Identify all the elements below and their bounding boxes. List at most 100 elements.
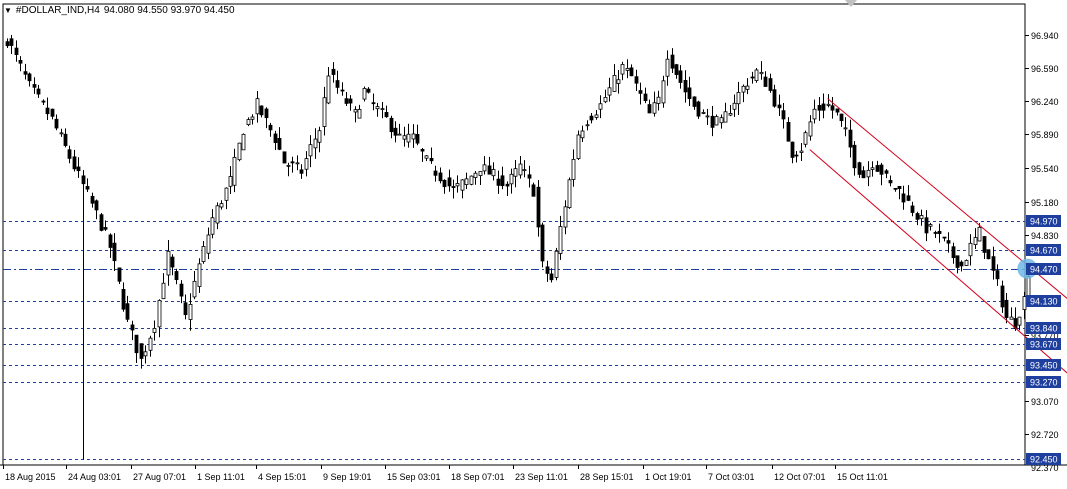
candle-body [513,168,518,177]
level-price-tag[interactable]: 93.840 [1026,322,1061,334]
candle-body [259,105,264,116]
level-tag-background [1026,453,1061,465]
time-tick-label: 4 Sep 15:01 [258,472,307,482]
candle-body [344,98,349,104]
candle-body [906,195,911,201]
candle-body [313,138,318,149]
candle-body [469,175,474,185]
candle-body [946,240,951,244]
candles [5,35,1031,460]
candle-body [866,169,871,178]
candle-body [232,156,237,186]
symbol-label: #DOLLAR_IND,H4 [15,4,100,16]
candle-body [585,124,590,127]
candle-body [1017,316,1022,326]
candle-body [201,246,206,262]
candle-body [536,186,541,228]
level-price-tag[interactable]: 94.130 [1026,295,1061,307]
candle-body [665,58,670,77]
candle-body [50,108,55,117]
candle-body [197,263,202,287]
candle-body [576,134,581,159]
candle-body [215,205,220,224]
level-price-tag[interactable]: 94.470 [1026,263,1061,275]
candle-body [759,71,764,75]
candle-body [348,98,353,104]
candle-body [683,80,688,93]
channel-line-upper[interactable] [827,98,1067,467]
candle-body [924,217,929,234]
candle-body [85,186,90,190]
candle-body [76,166,81,172]
candle-body [166,250,171,276]
level-tag-label: 94.970 [1030,217,1058,227]
candle-body [433,170,438,176]
level-price-tag[interactable]: 93.670 [1026,338,1061,350]
level-price-tag[interactable]: 94.970 [1026,215,1061,227]
level-price-tag[interactable]: 92.450 [1026,453,1061,465]
candle-body [839,113,844,122]
shift-marker-icon[interactable] [845,0,857,8]
candle-body [603,97,608,103]
candle-body [612,74,617,92]
candle-body [705,115,710,118]
candle-body [402,135,407,140]
candle-body [634,76,639,84]
candle-body [522,169,527,172]
level-price-tag[interactable]: 94.670 [1026,244,1061,256]
candle-body [121,288,126,310]
price-scale: 96.940 96.590 96.240 95.890 95.540 95.180 94.8… [1025,31,1059,473]
chart-title-bar: ▼ #DOLLAR_IND,H4 94.080 94.550 93.970 94… [4,3,235,17]
candle-body [188,304,193,320]
candle-body [901,193,906,203]
level-price-tag[interactable]: 93.450 [1026,359,1061,371]
candle-body [1026,276,1031,297]
candle-body [32,84,37,88]
candle-body [273,133,278,144]
candle-body [375,106,380,110]
candle-body [763,76,768,87]
candle-body [219,203,224,208]
candle-body [1022,296,1027,310]
candle-body [179,283,184,297]
candle-body [995,270,1000,280]
candle-body [148,337,153,351]
candle-body [464,178,469,185]
candle-body [326,75,331,104]
candle-body [745,85,750,90]
candle-body [455,183,460,187]
time-tick-label: 12 Oct 07:01 [774,472,826,482]
candle-body [897,185,902,189]
candle-body [241,133,246,151]
candle-body [5,41,10,47]
candle-body [567,179,572,208]
price-tick-label: 96.940 [1031,31,1059,41]
candle-body [335,80,340,88]
candle-body [134,334,139,354]
time-tick-label: 18 Aug 2015 [5,472,56,482]
candle-body [1004,299,1009,318]
candle-body [875,165,880,172]
candle-body [861,170,866,179]
candle-body [206,234,211,254]
candle-body [299,169,304,174]
candle-body [821,103,826,111]
candle-body [879,164,884,175]
candle-body [799,150,804,153]
candle-body [1009,316,1014,320]
candle-body [620,64,625,75]
candle-body [545,266,550,274]
candle-body [888,180,893,184]
candle-body [54,118,59,129]
time-tick-label: 23 Sep 11:01 [515,472,568,482]
level-price-tag[interactable]: 93.270 [1026,376,1061,388]
candle-body [951,246,956,259]
candle-body [741,85,746,93]
candle-body [473,172,478,178]
triangle-down-icon[interactable]: ▼ [4,5,12,15]
channel-line-lower[interactable] [809,149,1067,467]
candle-body [237,142,242,161]
candle-body [589,115,594,121]
